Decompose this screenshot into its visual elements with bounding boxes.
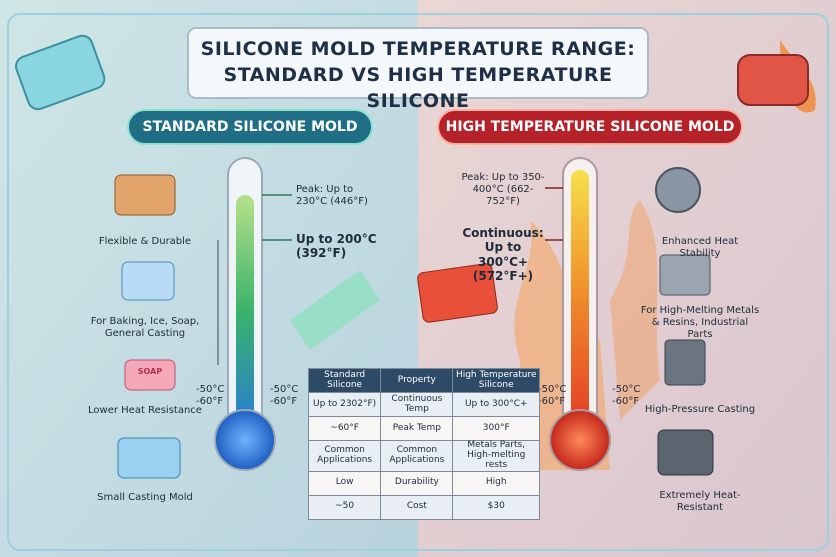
low-label: -50°C -60°F bbox=[270, 384, 299, 407]
thermometer-fill bbox=[571, 170, 589, 430]
mold-icon bbox=[290, 270, 380, 350]
low-label: -50°C -60°F bbox=[538, 384, 567, 407]
feature-label: Enhanced Heat Stability bbox=[661, 236, 739, 259]
table-cell: Common Applications bbox=[307, 440, 382, 472]
table-row: Standard Silicone Property High Temperatur… bbox=[307, 368, 540, 393]
engine-icon bbox=[657, 429, 714, 476]
feature-label: High-Pressure Casting bbox=[644, 404, 756, 415]
table-cell: Continuous Temp bbox=[380, 392, 454, 417]
title: STANDARD VS HIGH TEMPERATURE SILICONE bbox=[223, 64, 613, 112]
feature-label: For Baking, Ice, Soap, General Casting bbox=[90, 316, 200, 339]
standard-pill bbox=[127, 109, 373, 145]
metal-part-icon bbox=[659, 254, 711, 296]
table-cell: 300°F bbox=[452, 416, 540, 441]
casting-mold-icon bbox=[117, 437, 181, 479]
press-icon bbox=[664, 339, 706, 386]
table-cell: Low bbox=[307, 470, 382, 496]
feature-label: Lower Heat Resistance bbox=[88, 405, 202, 416]
feature-label: Flexible & Durable bbox=[98, 236, 192, 247]
table-header-cell: Standard Silicone bbox=[307, 368, 382, 393]
mold-icon bbox=[14, 34, 106, 111]
feature-label: Extremely Heat-Resistant bbox=[659, 490, 741, 513]
table-cell: High bbox=[452, 470, 540, 496]
peak-label: Peak: Up to 230°C (446°F) bbox=[296, 184, 368, 207]
table-cell: Peak Temp bbox=[380, 416, 454, 441]
thermometer-bulb bbox=[549, 409, 611, 471]
baking-mat-icon bbox=[114, 174, 176, 216]
gear-icon bbox=[655, 167, 701, 213]
table-cell: ~50 bbox=[307, 494, 382, 520]
thermometer-bulb bbox=[214, 409, 276, 471]
table-header-cell: High Temperature Silicone bbox=[452, 368, 540, 393]
table-row: ~60°F Peak Temp 300°F bbox=[307, 416, 540, 441]
table-cell: $30 bbox=[452, 494, 540, 520]
feature-label: Small Casting Mold bbox=[97, 492, 193, 503]
comparison-table: Standard Silicone Property High Temperatur… bbox=[307, 368, 540, 520]
soap-mold-icon bbox=[124, 359, 176, 391]
mold-icon bbox=[737, 54, 809, 106]
low-label: -50°C -60°F bbox=[196, 384, 225, 407]
continuous-label: Up to 200°C (392°F) bbox=[296, 232, 377, 261]
soap-label: SOAP bbox=[137, 367, 163, 376]
standard-heading: STANDARD SILICONE MOLD bbox=[142, 119, 358, 135]
table-cell: Durability bbox=[380, 470, 454, 496]
thermometer-fill bbox=[236, 195, 254, 430]
peak-label: Peak: Up to 350-400°C (662-752°F) bbox=[461, 172, 545, 207]
table-header-cell: Property bbox=[380, 368, 454, 393]
flame bbox=[610, 200, 660, 420]
high-heading: HIGH TEMPERATURE SILICONE MOLD bbox=[445, 119, 735, 135]
high-pill bbox=[437, 109, 743, 145]
table-cell: Up to 2302°F) bbox=[307, 392, 382, 417]
frame bbox=[7, 13, 829, 551]
table-row: Low Durability High bbox=[307, 470, 540, 496]
table-row: ~50 Cost $30 bbox=[307, 494, 540, 520]
table-cell: Metals Parts, High-melting rests bbox=[452, 440, 540, 472]
continuous-label: Continuous: Up to 300°C+ (572°F+) bbox=[462, 226, 544, 284]
table-row: Up to 2302°F) Continuous Temp Up to 300°C+ bbox=[307, 392, 540, 417]
table-cell: ~60°F bbox=[307, 416, 382, 441]
feature-label: For High-Melting Metals & Resins, Indust… bbox=[640, 305, 760, 340]
table-cell: Up to 300°C+ bbox=[452, 392, 540, 417]
low-label: -50°C -60°F bbox=[612, 384, 641, 407]
table-cell: Common Applications bbox=[380, 440, 454, 472]
table-row: Common Applications Common Applications Me… bbox=[307, 440, 540, 472]
title: SILICONE MOLD TEMPERATURE RANGE: bbox=[200, 38, 636, 60]
table-cell: Cost bbox=[380, 494, 454, 520]
ice-tray-icon bbox=[121, 261, 175, 301]
title-box bbox=[187, 27, 649, 99]
mold-icon bbox=[417, 263, 498, 323]
